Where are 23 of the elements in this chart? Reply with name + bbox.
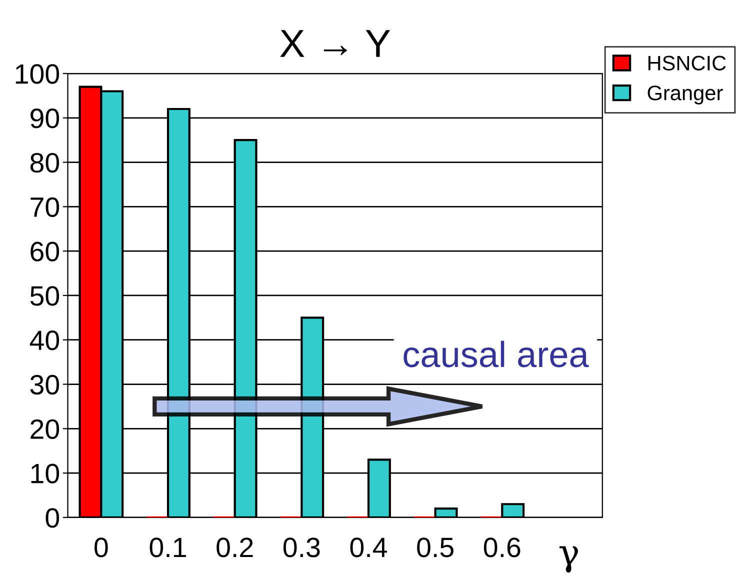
y-tick-label: 0 bbox=[46, 508, 60, 528]
x-tick-label: 0.5 bbox=[417, 538, 454, 558]
y-tick-label: 60 bbox=[30, 242, 60, 262]
chart-title: X → Y bbox=[280, 30, 390, 57]
legend-label: Granger bbox=[648, 86, 723, 104]
x-tick-label: 0.1 bbox=[150, 538, 186, 558]
y-tick-label: 10 bbox=[31, 464, 60, 484]
y-tick-label: 90 bbox=[30, 108, 60, 128]
legend-label: HSNCIC bbox=[648, 56, 726, 70]
x-tick-label: 0.2 bbox=[216, 538, 253, 558]
x-tick-label: 0.4 bbox=[350, 538, 387, 558]
y-tick-label: 80 bbox=[30, 152, 60, 173]
x-tick-label: 0.3 bbox=[283, 538, 320, 558]
y-tick-label: 50 bbox=[30, 286, 60, 306]
y-tick-label: 30 bbox=[30, 374, 60, 395]
x-axis-title: γ bbox=[560, 546, 578, 573]
x-tick-label: 0.6 bbox=[484, 538, 520, 558]
y-tick-label: 20 bbox=[30, 419, 60, 439]
y-tick-label: 100 bbox=[16, 64, 60, 84]
x-tick-label: 0 bbox=[94, 538, 108, 558]
annotation: causal area bbox=[404, 340, 589, 368]
y-tick-label: 40 bbox=[30, 330, 60, 350]
y-tick-label: 70 bbox=[30, 197, 60, 218]
